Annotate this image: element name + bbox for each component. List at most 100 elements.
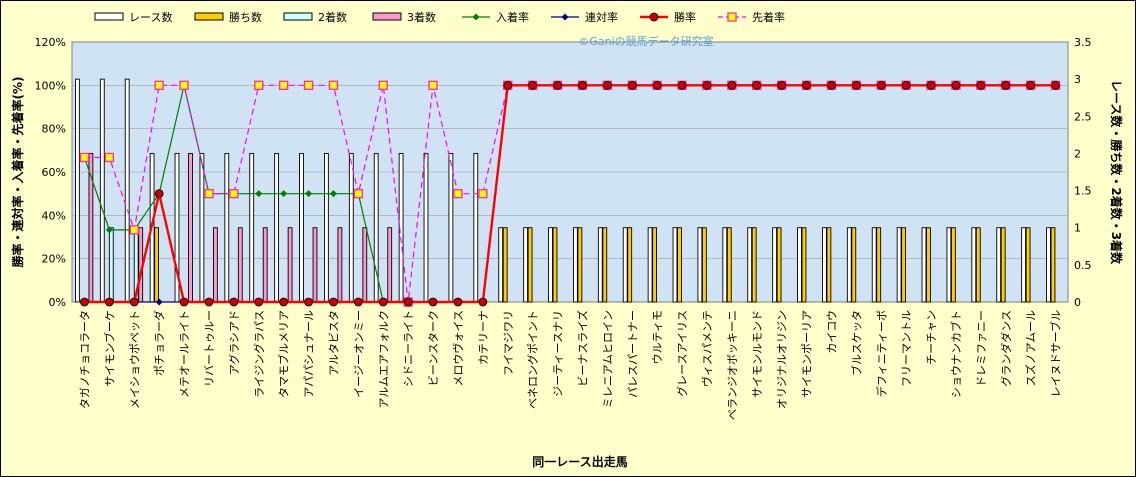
category-label: ブルスケッタ <box>849 310 863 376</box>
marker <box>104 152 115 163</box>
category-label: アルムエアフォルク <box>377 310 390 409</box>
y-tick-left: 100% <box>35 79 66 92</box>
marker <box>627 80 637 90</box>
marker <box>503 80 513 90</box>
lines <box>79 80 1061 307</box>
marker <box>254 80 264 91</box>
category-label: サイモンルモンド <box>751 310 764 398</box>
category-label: デフィニティーボ <box>874 310 888 397</box>
bar <box>577 227 583 303</box>
marker <box>926 80 936 90</box>
marker <box>602 80 612 90</box>
bar <box>249 152 255 303</box>
y-axis-right-title: レース数・勝ち数・2着数・3着数 <box>1109 80 1124 265</box>
marker <box>951 80 961 90</box>
bar <box>622 227 628 303</box>
legend-label: 入着率 <box>496 10 529 24</box>
category-label: リバートゥルー <box>203 310 216 387</box>
category-label: ショウナンカブト <box>949 310 963 398</box>
marker <box>453 188 463 199</box>
y-tick-right: 1 <box>1074 222 1081 235</box>
category-label: ベネロングポイント <box>526 310 540 409</box>
category-label: フリーマントル <box>900 310 913 387</box>
marker <box>403 297 413 307</box>
marker <box>976 80 986 90</box>
category-label: スズノアムール <box>1024 310 1038 386</box>
legend-marker <box>727 12 737 22</box>
bar <box>851 227 857 303</box>
bar <box>677 227 682 303</box>
bar <box>772 227 778 303</box>
marker <box>353 297 363 307</box>
legend-marker <box>561 13 569 21</box>
category-label: ウルティモ <box>651 310 664 364</box>
bar <box>751 227 757 303</box>
bar <box>262 227 268 303</box>
bar <box>627 227 633 303</box>
bar <box>362 227 368 303</box>
y-tick-right: 1.5 <box>1074 185 1092 198</box>
marker <box>1001 80 1011 90</box>
bar <box>387 227 393 303</box>
marker <box>305 190 313 198</box>
category-label: ドレミファニー <box>975 310 988 387</box>
legend-marker <box>472 13 480 21</box>
marker <box>428 297 438 307</box>
bar <box>876 227 882 303</box>
bar <box>776 227 782 303</box>
category-label: シドニーライト <box>402 310 415 387</box>
bar <box>672 227 678 303</box>
legend-label: 3着数 <box>407 10 436 24</box>
bar <box>846 227 852 303</box>
y-tick-right: 3 <box>1074 73 1081 86</box>
bar <box>647 227 653 303</box>
bar <box>652 227 658 303</box>
category-label: メロウヴォイス <box>451 310 465 387</box>
y-tick-right: 2.5 <box>1074 110 1092 123</box>
category-label: ポチョラーダ <box>152 310 166 376</box>
bar <box>747 227 753 303</box>
bar <box>212 227 218 303</box>
marker <box>353 188 364 199</box>
category-label: メテオールライト <box>178 310 191 398</box>
bar <box>324 152 329 303</box>
category-label: アグラシアド <box>227 310 241 375</box>
marker <box>553 80 562 90</box>
y-tick-left: 80% <box>42 123 66 136</box>
bar <box>312 227 318 303</box>
legend-label: レース数 <box>129 11 172 24</box>
bar <box>299 152 304 303</box>
category-label: ビーンスターク <box>427 310 440 386</box>
marker <box>79 152 90 163</box>
marker <box>378 80 388 91</box>
category-label: カテリーナ <box>477 310 490 365</box>
marker <box>876 80 886 90</box>
marker <box>1051 80 1060 90</box>
category-label: チーチャン <box>925 310 938 365</box>
bar <box>448 152 454 303</box>
bar <box>702 227 707 303</box>
bar <box>337 227 343 303</box>
category-label: イージーオンミー <box>352 310 365 398</box>
bar <box>124 78 130 303</box>
marker <box>129 297 139 307</box>
marker <box>777 80 787 90</box>
bar <box>896 227 902 303</box>
legend-label: 連対率 <box>585 10 618 24</box>
bar <box>473 152 479 303</box>
category-label: レイヌドサーブル <box>1049 310 1063 397</box>
bar <box>108 227 114 303</box>
bar <box>871 227 877 303</box>
marker <box>802 80 811 90</box>
marker <box>578 80 587 90</box>
y-tick-right: 2 <box>1074 147 1081 160</box>
category-label: パレスパートナー <box>626 310 639 398</box>
marker <box>80 297 89 307</box>
bar <box>423 152 429 303</box>
marker <box>304 297 313 307</box>
category-label: グレースアイリス <box>675 310 689 397</box>
bar <box>921 227 927 303</box>
marker <box>1026 80 1036 90</box>
bar <box>1046 227 1051 303</box>
